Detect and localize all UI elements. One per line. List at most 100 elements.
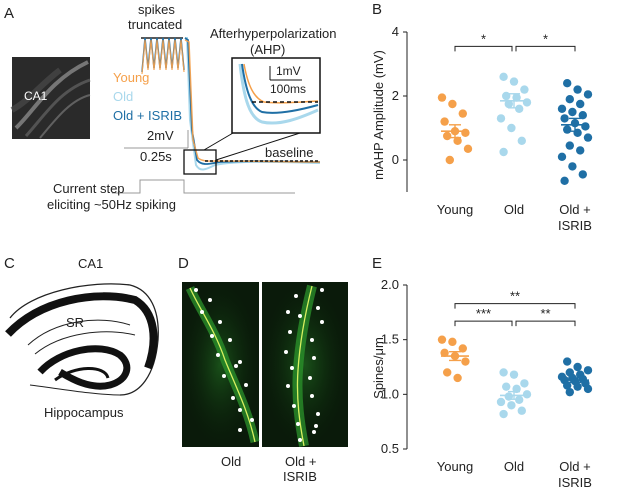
legend-old: Old	[113, 89, 133, 104]
data-point	[563, 381, 572, 390]
data-point	[576, 146, 585, 155]
stim-label-line1: Current step	[53, 181, 125, 196]
y-tick-label: 2.0	[381, 277, 399, 292]
y-axis-label: Spines/μm	[371, 337, 386, 399]
significance-label: **	[540, 306, 550, 321]
data-point	[573, 382, 582, 391]
legend-young: Young	[113, 70, 149, 85]
data-point	[568, 107, 577, 117]
y-tick-label: 0.5	[381, 441, 399, 456]
category-label: Old +	[559, 459, 590, 474]
category-label: Old	[504, 202, 524, 217]
data-point	[583, 366, 593, 375]
dendrite-caption-old-isrib-1: Old +	[285, 454, 316, 469]
data-point	[507, 123, 516, 133]
ca1-micrograph: CA1	[10, 57, 91, 139]
data-point	[565, 95, 574, 104]
ahp-abbrev: (AHP)	[250, 42, 285, 57]
y-tick-label: 1.0	[381, 386, 399, 401]
baseline-label: baseline	[265, 145, 313, 160]
data-point	[583, 133, 593, 142]
data-point	[557, 152, 567, 161]
significance-bracket	[515, 320, 576, 327]
hippocampus-diagram	[5, 283, 159, 396]
data-point	[453, 373, 462, 383]
significance-label: **	[510, 289, 520, 304]
hippocampus-caption: Hippocampus	[44, 405, 124, 420]
data-point	[581, 122, 590, 131]
sr-layer-label: SR	[66, 315, 84, 330]
data-point	[448, 337, 457, 347]
category-label: ISRIB	[558, 218, 592, 233]
significance-bracket	[454, 320, 513, 327]
data-point	[504, 99, 513, 109]
y-tick-label: 2	[392, 88, 399, 103]
data-point	[563, 79, 572, 88]
data-point	[573, 362, 582, 372]
y-axis-label: mAHP Amplitude (mV)	[371, 50, 386, 180]
panel-c: C CA1 SR Hippocampus	[4, 255, 159, 420]
legend-old-isrib: Old + ISRIB	[113, 108, 182, 123]
panel-a-label: A	[4, 5, 14, 22]
data-point	[440, 348, 449, 357]
data-point	[522, 390, 532, 399]
data-point	[560, 114, 569, 123]
dendrite-caption-old: Old	[221, 454, 241, 469]
y-tick-label: 4	[392, 24, 399, 39]
data-point	[458, 109, 467, 118]
zoom-connector-2	[215, 132, 301, 161]
ca1-inset-label: CA1	[24, 89, 48, 103]
data-point	[563, 357, 572, 366]
significance-bracket	[454, 45, 513, 52]
panel-d: D	[178, 255, 348, 484]
stim-label-line2: eliciting ~50Hz spiking	[47, 197, 176, 212]
data-point	[507, 401, 516, 410]
data-point	[517, 406, 526, 415]
y-tick-label: 0	[392, 152, 399, 167]
spikes-truncated-line1: spikes	[138, 2, 175, 17]
trace-young-spikes	[141, 39, 185, 75]
data-point	[509, 370, 519, 379]
data-point	[565, 141, 574, 150]
ahp-title: Afterhyperpolarization	[210, 26, 336, 41]
data-point	[565, 387, 574, 397]
data-point	[499, 368, 508, 377]
data-point	[443, 368, 452, 377]
data-point	[557, 104, 567, 114]
panel-e-label: E	[372, 255, 382, 272]
category-label: Young	[437, 459, 473, 474]
spikes-truncated-line2: truncated	[128, 17, 182, 32]
data-point	[573, 85, 582, 94]
ca1-region-label: CA1	[78, 256, 103, 271]
data-point	[499, 72, 508, 82]
data-point	[496, 397, 506, 407]
panel-c-label: C	[4, 255, 15, 272]
data-point	[437, 335, 447, 344]
chart-e: E 0.5 1.0 1.5 2.0 Spines/μm Young Old Old +ISRIB…	[371, 255, 593, 490]
ahp-scale-ms: 100ms	[270, 82, 306, 96]
voltage-traces	[141, 37, 321, 175]
chart-b: B 0 2 4 mAHP Amplitude (mV) Young Old Old +ISRI…	[371, 1, 593, 233]
data-point	[583, 90, 593, 99]
data-point	[509, 77, 519, 86]
zoom-connector-1	[203, 132, 234, 151]
data-point	[440, 117, 449, 126]
data-point	[499, 147, 508, 157]
data-point	[517, 136, 526, 145]
data-point	[568, 162, 577, 171]
data-point	[496, 114, 506, 123]
category-label: Old +	[559, 202, 590, 217]
data-point	[583, 384, 593, 394]
data-point	[445, 155, 454, 165]
category-label: Young	[437, 202, 473, 217]
current-step-trace	[112, 179, 295, 194]
ahp-scale-mv: 1mV	[276, 64, 301, 78]
data-point	[520, 85, 529, 94]
data-point	[443, 131, 452, 141]
data-point	[522, 98, 532, 107]
data-point	[461, 128, 470, 137]
data-point	[458, 344, 467, 353]
zoom-box	[183, 149, 217, 175]
data-point	[463, 144, 473, 153]
